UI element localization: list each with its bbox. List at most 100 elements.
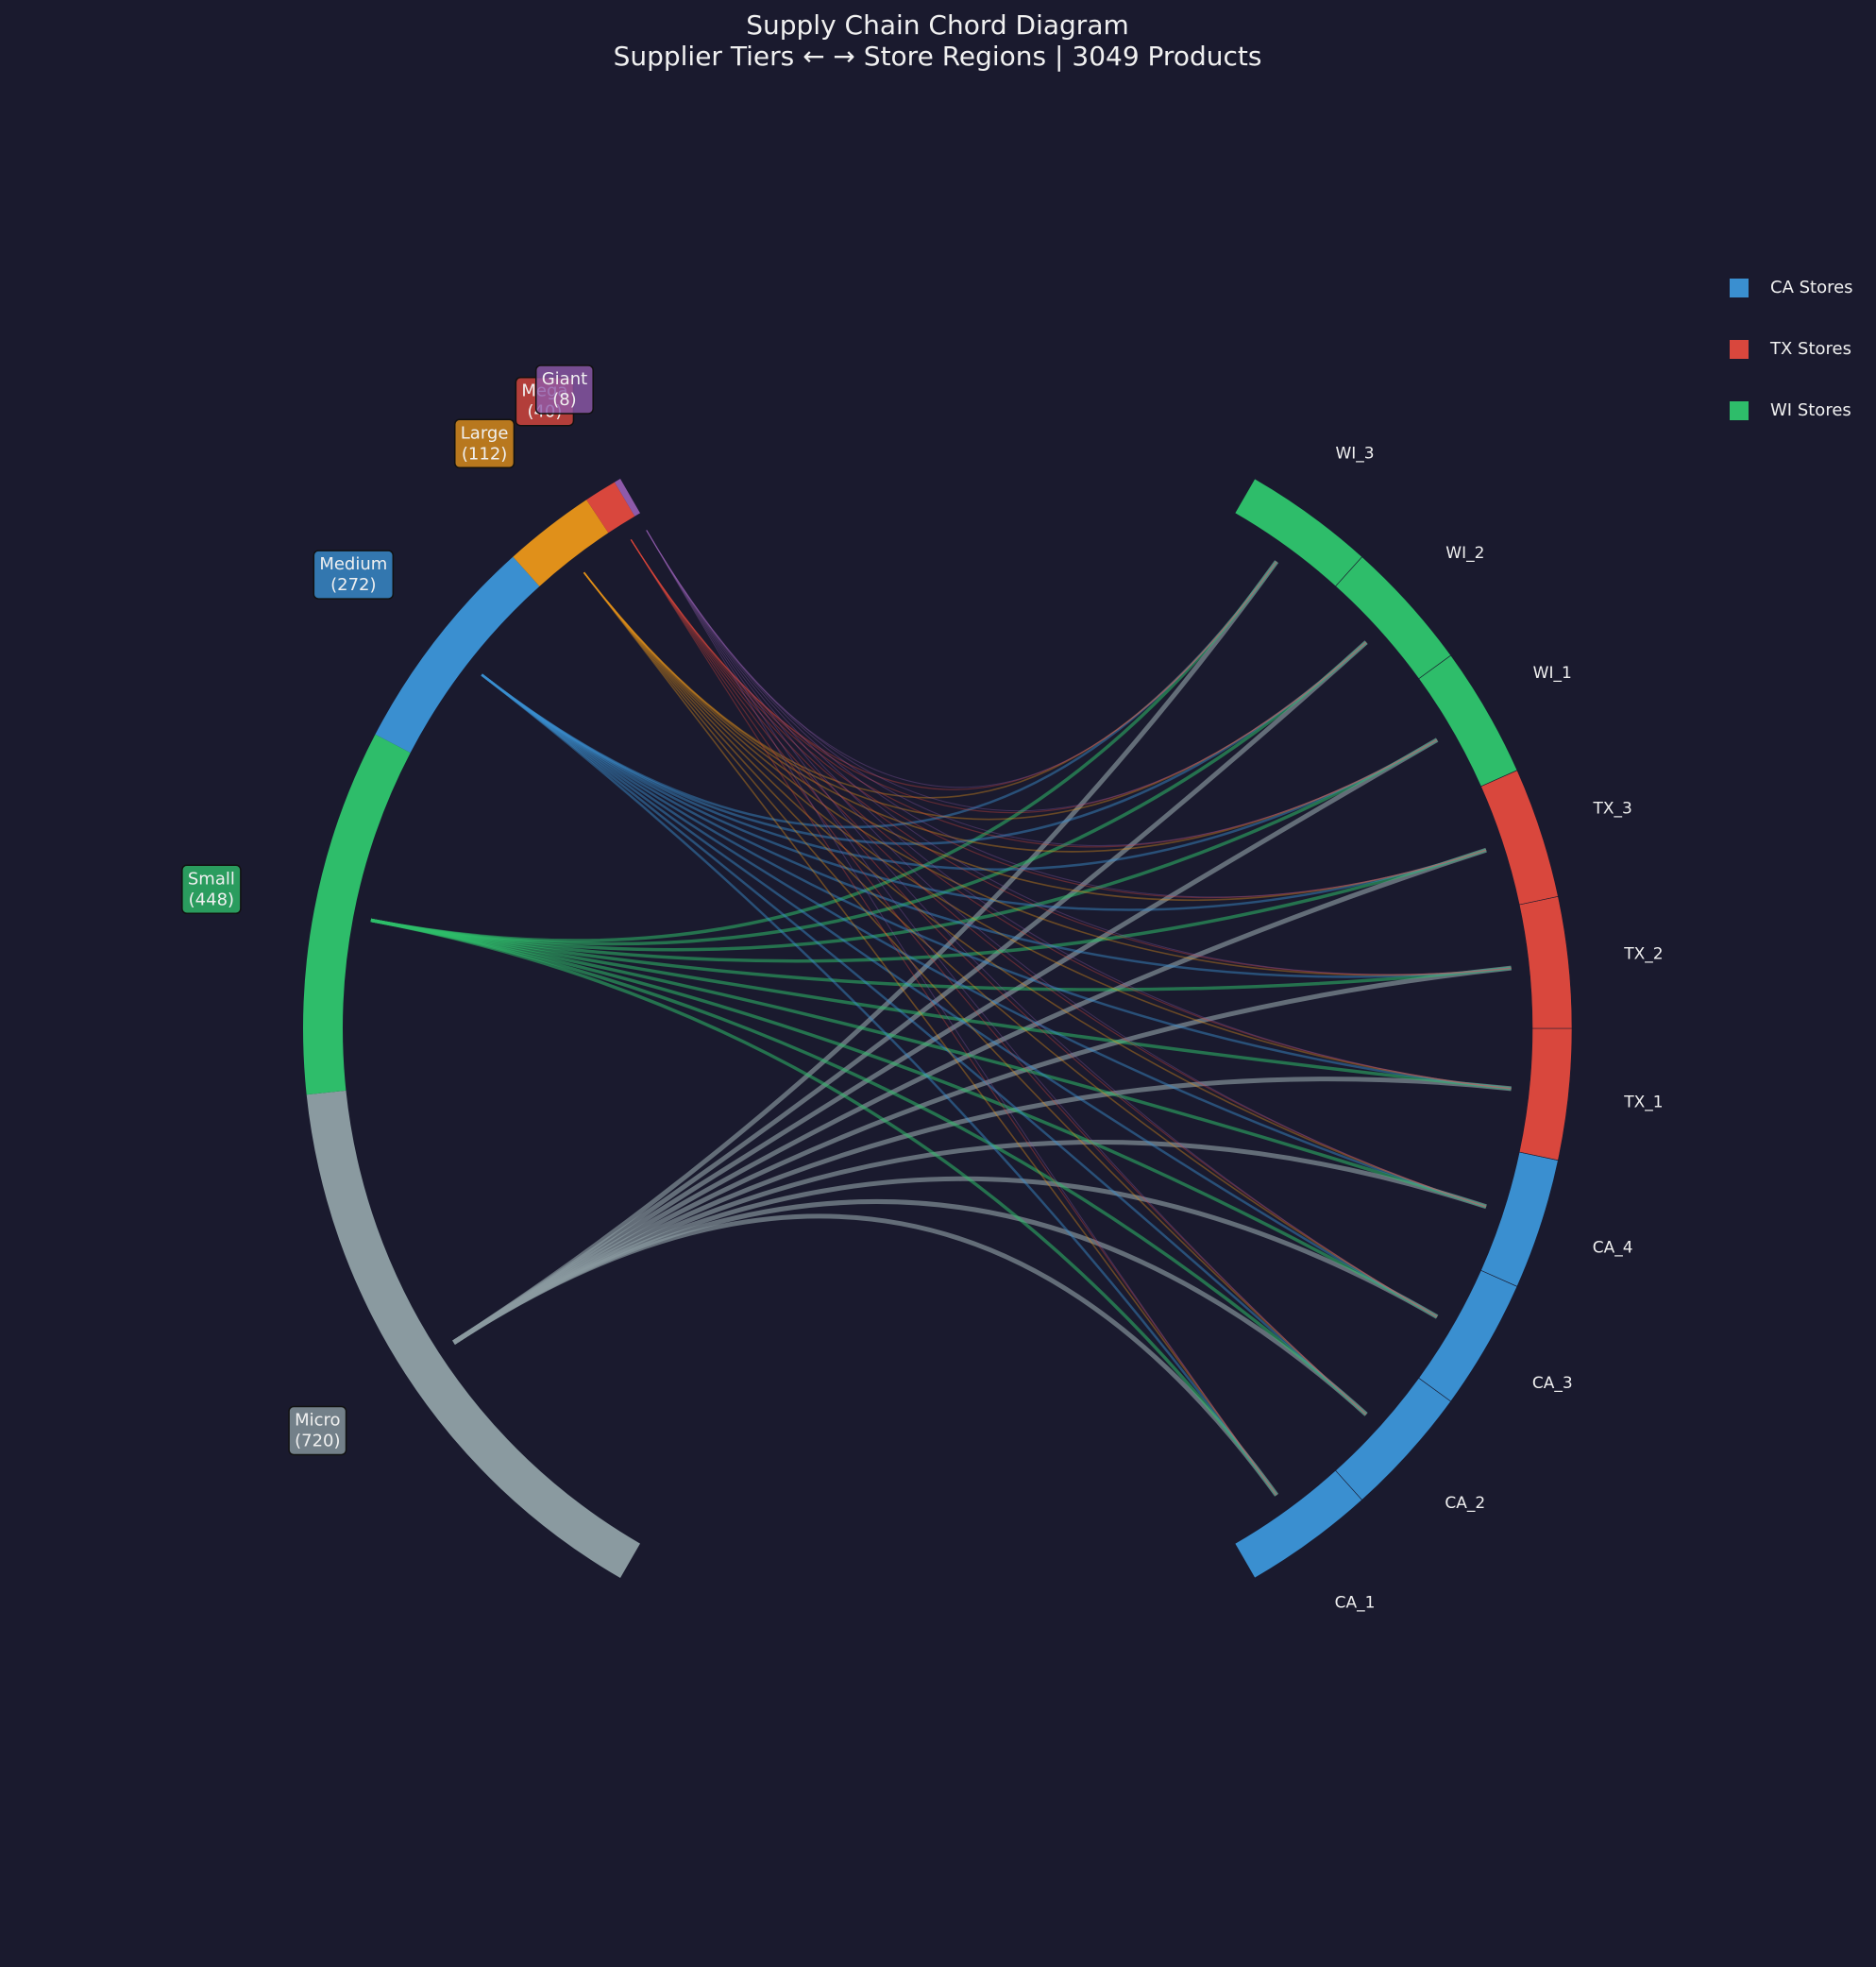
- chord: [452, 965, 1512, 1345]
- chord: [481, 673, 1512, 978]
- store-arc: [1234, 478, 1363, 587]
- chord: [583, 571, 1277, 1496]
- chord: [630, 539, 1367, 1416]
- tier-count-label: (720): [295, 1431, 340, 1450]
- legend-label: WI Stores: [1770, 400, 1851, 420]
- chord: [452, 738, 1439, 1345]
- tier-count-label: (112): [462, 444, 507, 464]
- chord: [370, 918, 1439, 1319]
- chord: [646, 530, 1512, 975]
- tier-arc: [303, 734, 411, 1095]
- chord: [646, 530, 1512, 1090]
- chord: [630, 539, 1367, 814]
- chart-subtitle: Supplier Tiers ← → Store Regions | 3049 …: [614, 41, 1262, 72]
- chords: [370, 530, 1512, 1497]
- chord: [646, 530, 1277, 788]
- legend-swatch: [1730, 401, 1749, 420]
- store-label: CA_4: [1593, 1238, 1633, 1257]
- chord: [583, 571, 1512, 1090]
- tier-label: Large: [461, 423, 509, 443]
- chord: [646, 530, 1438, 846]
- store-label: CA_1: [1335, 1593, 1376, 1612]
- chord: [646, 530, 1367, 1416]
- chord: [452, 640, 1368, 1345]
- chord: [481, 673, 1487, 911]
- chord: [646, 530, 1487, 898]
- labels: CA_1 CA_2 CA_3 CA_4 TX_1 TX_2 TX_3 WI_1 WI_2 WI_3…: [181, 365, 1664, 1612]
- tier-label: Small: [188, 869, 235, 889]
- chord: [583, 571, 1367, 821]
- store-label: TX_2: [1623, 944, 1663, 963]
- tier-arc: [306, 1090, 640, 1578]
- chord: [370, 738, 1439, 952]
- chord: [646, 530, 1438, 1317]
- chord: [583, 571, 1438, 1318]
- chart-title: Supply Chain Chord Diagram: [746, 9, 1129, 41]
- chord: [481, 673, 1438, 871]
- chord: [630, 539, 1512, 1090]
- store-label: WI_3: [1335, 445, 1374, 464]
- chord: [481, 560, 1278, 829]
- chord: [583, 571, 1487, 901]
- chord: [370, 918, 1487, 1209]
- tier-label-box: [181, 864, 242, 915]
- chord: [481, 673, 1487, 1209]
- chord: [646, 530, 1277, 1496]
- chord: [630, 539, 1438, 1318]
- chord: [370, 848, 1487, 963]
- store-label: TX_3: [1593, 800, 1632, 819]
- store-label: WI_2: [1445, 544, 1484, 563]
- chord: [370, 560, 1278, 942]
- arcs: [303, 478, 1573, 1579]
- chord: [452, 847, 1487, 1345]
- chord: [646, 530, 1487, 1208]
- chord: [630, 539, 1277, 1496]
- tier-count-label: (272): [330, 575, 376, 595]
- tier-arc: [375, 556, 540, 754]
- chord: [370, 918, 1278, 1497]
- chord: [481, 673, 1278, 1497]
- tier-label-box: [534, 365, 594, 415]
- legend-swatch: [1730, 279, 1749, 297]
- tier-label: Micro: [295, 1410, 340, 1430]
- chord: [630, 539, 1277, 790]
- chord: [370, 918, 1368, 1416]
- chord: [583, 571, 1367, 1416]
- tier-count-label: (8): [552, 390, 577, 410]
- chord: [452, 560, 1279, 1345]
- chord: [370, 918, 1512, 1091]
- legend-label: CA Stores: [1770, 278, 1853, 297]
- chord: [630, 539, 1487, 899]
- tier-arc: [513, 500, 609, 586]
- chord: [630, 539, 1487, 1208]
- chord: [630, 539, 1512, 975]
- tier-arc: [614, 479, 640, 517]
- tier-count-label: (448): [189, 890, 234, 909]
- store-label: TX_1: [1623, 1094, 1663, 1112]
- tier-label: Medium: [319, 554, 387, 574]
- chord: [583, 571, 1487, 1208]
- legend: CA Stores TX Stores WI Stores: [1730, 278, 1853, 420]
- chord: [583, 571, 1512, 976]
- chord: [481, 641, 1367, 845]
- store-label: WI_1: [1533, 664, 1572, 683]
- tier-label: Giant: [542, 369, 587, 389]
- store-label: CA_3: [1532, 1374, 1573, 1393]
- chord: [481, 673, 1438, 1318]
- tier-label-box: [454, 418, 515, 469]
- chord: [630, 539, 1438, 848]
- chord: [481, 673, 1367, 1416]
- chord: [646, 530, 1367, 812]
- legend-label: TX Stores: [1769, 339, 1851, 359]
- tier-arc: [586, 482, 635, 534]
- chord: [583, 561, 1277, 799]
- chord: [370, 918, 1512, 992]
- chord: [583, 571, 1438, 853]
- store-label: CA_2: [1445, 1494, 1485, 1513]
- tier-label-box: [313, 550, 395, 600]
- tier-label-box: [288, 1405, 347, 1456]
- chord: [481, 673, 1512, 1091]
- legend-swatch: [1730, 340, 1749, 359]
